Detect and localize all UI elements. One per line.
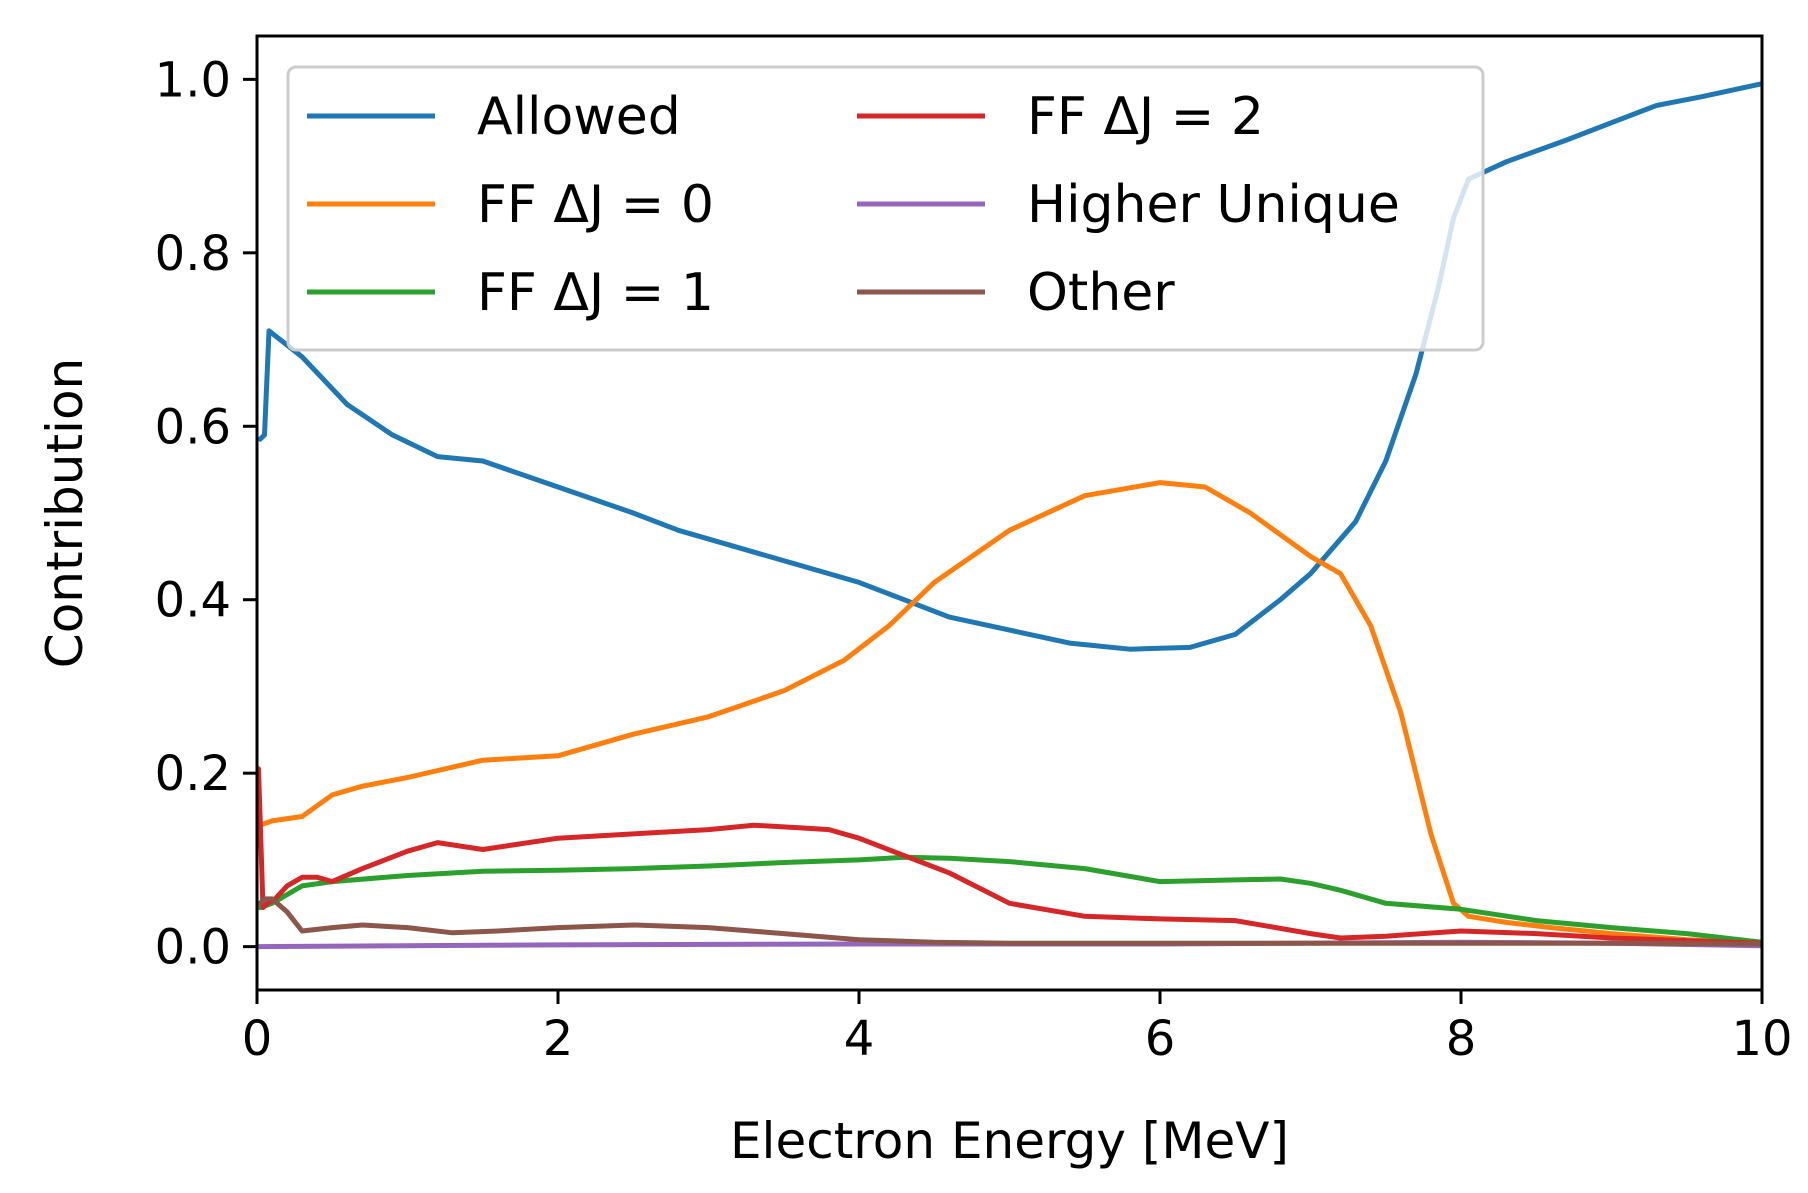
plot-frame	[255, 34, 1764, 992]
legend-label: Higher Unique	[1027, 175, 1400, 235]
y-tick-label: 0.2	[155, 746, 231, 802]
legend-box	[286, 65, 1485, 352]
x-tick-label: 0	[242, 1011, 273, 1067]
x-tick-label: 8	[1446, 1011, 1477, 1067]
legend-label: Other	[1027, 263, 1175, 323]
y-tick-label: 0.4	[155, 573, 231, 629]
x-tick-label: 2	[543, 1011, 574, 1067]
y-tick-label: 1.0	[155, 52, 231, 108]
legend: Allowed FF ΔJ = 0 FF ΔJ = 1 FF ΔJ = 2 Higher…	[286, 65, 1485, 352]
y-tick-label: 0.0	[155, 920, 231, 976]
y-tick-label: 0.8	[155, 226, 231, 282]
legend-label: FF ΔJ = 1	[477, 263, 714, 323]
x-tick-label: 6	[1145, 1011, 1176, 1067]
x-axis-label: Electron Energy [MeV]	[730, 1112, 1289, 1170]
series-line-other	[257, 896, 1762, 947]
legend-label: FF ΔJ = 0	[477, 175, 714, 235]
series-line-ff-j-0	[257, 480, 1762, 946]
axes-layer: 0 2 4 6 8 10 0.0 0.2 0.4 0.6 0.8 1.0	[155, 34, 1793, 1067]
series-line-ff-j-2	[257, 766, 1762, 946]
series-layer	[257, 81, 1762, 950]
y-tick-label: 0.6	[155, 399, 231, 455]
legend-label: Allowed	[477, 87, 681, 147]
legend-label: FF ΔJ = 2	[1027, 87, 1264, 147]
x-tick-label: 4	[844, 1011, 875, 1067]
x-tick-label: 10	[1731, 1011, 1792, 1067]
series-line-ff-j-1	[257, 854, 1762, 945]
y-axis-label: Contribution	[36, 358, 94, 668]
